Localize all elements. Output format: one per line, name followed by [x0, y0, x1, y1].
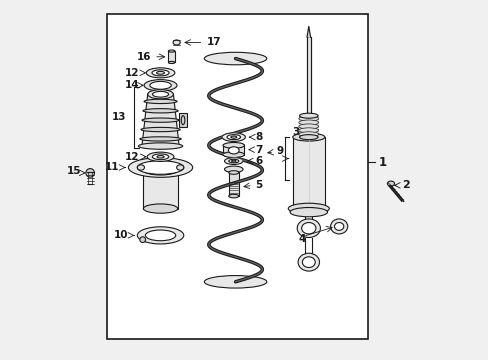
Ellipse shape [168, 50, 175, 52]
Text: 15: 15 [66, 166, 81, 176]
Text: 12: 12 [124, 152, 139, 162]
Ellipse shape [224, 158, 243, 165]
Ellipse shape [228, 147, 239, 154]
Ellipse shape [292, 204, 324, 212]
Ellipse shape [146, 68, 175, 78]
Ellipse shape [204, 275, 266, 288]
Ellipse shape [224, 166, 243, 172]
Ellipse shape [228, 171, 238, 174]
Ellipse shape [141, 127, 180, 132]
Ellipse shape [292, 133, 324, 141]
Ellipse shape [157, 156, 164, 158]
Ellipse shape [298, 128, 318, 133]
Ellipse shape [226, 135, 240, 140]
Ellipse shape [299, 135, 317, 140]
Ellipse shape [137, 161, 183, 174]
Ellipse shape [223, 152, 244, 157]
Ellipse shape [334, 222, 343, 230]
Bar [298, 116, 318, 121]
Bar [223, 145, 244, 155]
Ellipse shape [330, 219, 347, 234]
Text: 14: 14 [124, 80, 139, 90]
Text: 17: 17 [206, 37, 221, 48]
Ellipse shape [137, 227, 183, 244]
Ellipse shape [152, 70, 169, 76]
Ellipse shape [140, 137, 181, 141]
Ellipse shape [299, 113, 317, 118]
Text: 11: 11 [105, 162, 119, 172]
Bar [298, 132, 318, 137]
Text: 13: 13 [111, 112, 125, 122]
Bar [143, 171, 177, 208]
Ellipse shape [222, 133, 245, 141]
Ellipse shape [230, 136, 236, 138]
Ellipse shape [152, 91, 168, 97]
Ellipse shape [142, 109, 178, 113]
Ellipse shape [228, 194, 238, 198]
Ellipse shape [138, 143, 183, 149]
Ellipse shape [228, 159, 238, 163]
Circle shape [140, 237, 145, 243]
Bar [298, 120, 318, 125]
Text: 9: 9 [276, 147, 283, 157]
Bar [179, 113, 186, 127]
Ellipse shape [204, 52, 266, 65]
Bar [107, 14, 367, 339]
Ellipse shape [173, 40, 180, 45]
Bar [298, 128, 318, 133]
Text: 8: 8 [255, 132, 262, 142]
Text: 5: 5 [255, 180, 262, 190]
Ellipse shape [181, 116, 184, 125]
Ellipse shape [152, 154, 168, 159]
Text: 1: 1 [378, 156, 386, 168]
Ellipse shape [301, 222, 315, 234]
Text: 4: 4 [298, 234, 305, 244]
Bar [228, 172, 238, 196]
Ellipse shape [298, 132, 318, 137]
Ellipse shape [145, 230, 175, 241]
Ellipse shape [156, 71, 164, 74]
Polygon shape [142, 94, 179, 146]
Ellipse shape [302, 257, 315, 267]
Ellipse shape [142, 118, 179, 122]
Ellipse shape [168, 62, 175, 64]
Ellipse shape [144, 80, 177, 91]
Ellipse shape [143, 166, 177, 175]
Ellipse shape [298, 116, 318, 121]
Text: 2: 2 [401, 180, 408, 190]
Ellipse shape [147, 90, 173, 99]
Ellipse shape [231, 160, 235, 162]
Ellipse shape [289, 207, 327, 217]
Text: 6: 6 [255, 156, 262, 166]
Text: 10: 10 [114, 230, 128, 240]
Ellipse shape [298, 120, 318, 125]
Ellipse shape [144, 99, 177, 104]
Ellipse shape [298, 124, 318, 129]
Ellipse shape [298, 253, 319, 271]
Ellipse shape [386, 181, 394, 186]
Bar [292, 137, 324, 208]
Bar [298, 124, 318, 129]
Ellipse shape [147, 152, 174, 161]
Text: 12: 12 [124, 68, 139, 78]
Ellipse shape [143, 204, 177, 213]
Ellipse shape [297, 219, 320, 238]
Text: 3: 3 [292, 127, 299, 137]
Ellipse shape [137, 165, 144, 170]
Ellipse shape [223, 143, 244, 148]
Ellipse shape [287, 203, 328, 214]
Polygon shape [306, 26, 310, 37]
Text: 16: 16 [137, 52, 151, 62]
Bar [306, 37, 310, 116]
Circle shape [86, 168, 94, 177]
Ellipse shape [176, 165, 183, 170]
Ellipse shape [128, 158, 192, 177]
Ellipse shape [149, 81, 171, 89]
Text: 7: 7 [255, 145, 262, 155]
Bar [168, 51, 175, 63]
